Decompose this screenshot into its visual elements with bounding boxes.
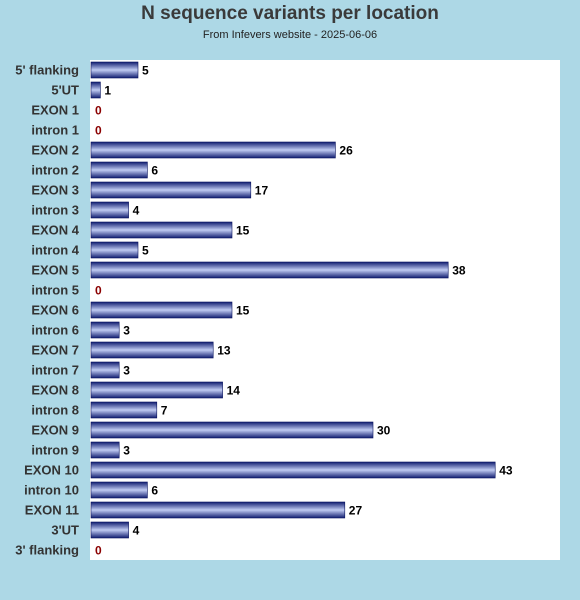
category-label: intron 10 <box>24 483 79 498</box>
category-label: intron 6 <box>31 323 79 338</box>
category-label: 5'UT <box>51 83 79 98</box>
bar <box>90 521 129 539</box>
bar <box>90 401 158 419</box>
value-label: 3 <box>123 324 130 338</box>
category-label: intron 5 <box>31 283 79 298</box>
category-label: EXON 2 <box>31 143 79 158</box>
bar <box>90 341 214 359</box>
value-label: 27 <box>349 504 363 518</box>
category-label: intron 1 <box>31 123 79 138</box>
value-label: 15 <box>236 304 250 318</box>
category-label: EXON 10 <box>24 463 79 478</box>
value-label: 0 <box>95 544 102 558</box>
category-label: intron 2 <box>31 163 79 178</box>
category-label: EXON 7 <box>31 343 79 358</box>
chart-subtitle: From Infevers website - 2025-06-06 <box>203 29 377 41</box>
bar <box>90 161 148 179</box>
value-label: 3 <box>123 364 130 378</box>
bar <box>90 201 129 219</box>
value-label: 43 <box>499 464 513 478</box>
value-label: 38 <box>452 264 466 278</box>
bar <box>90 301 233 319</box>
value-label: 13 <box>217 344 231 358</box>
category-label: intron 9 <box>31 443 79 458</box>
bar <box>90 61 139 79</box>
value-label: 0 <box>95 284 102 298</box>
category-label: intron 3 <box>31 203 79 218</box>
category-label: EXON 6 <box>31 303 79 318</box>
value-label: 30 <box>377 424 391 438</box>
category-label: 3'UT <box>51 523 79 538</box>
bar <box>90 361 120 379</box>
bar <box>90 461 496 479</box>
bar <box>90 381 223 399</box>
category-label: EXON 9 <box>31 423 79 438</box>
bar <box>90 501 346 519</box>
category-label: EXON 4 <box>31 223 79 238</box>
bar <box>90 221 233 239</box>
category-label: EXON 8 <box>31 383 79 398</box>
category-label: EXON 3 <box>31 183 79 198</box>
bar <box>90 321 120 339</box>
value-label: 15 <box>236 224 250 238</box>
value-label: 1 <box>104 84 111 98</box>
value-label: 26 <box>339 144 353 158</box>
bar <box>90 481 148 499</box>
value-label: 6 <box>151 164 158 178</box>
category-label: intron 4 <box>31 243 79 258</box>
category-label: EXON 5 <box>31 263 79 278</box>
value-label: 5 <box>142 244 149 258</box>
value-label: 7 <box>161 404 168 418</box>
value-label: 3 <box>123 444 130 458</box>
category-label: EXON 1 <box>31 103 79 118</box>
value-label: 0 <box>95 124 102 138</box>
value-label: 4 <box>133 204 140 218</box>
value-label: 4 <box>133 524 140 538</box>
value-label: 14 <box>227 384 241 398</box>
value-label: 6 <box>151 484 158 498</box>
value-label: 17 <box>255 184 269 198</box>
bar <box>90 441 120 459</box>
value-label: 0 <box>95 104 102 118</box>
category-label: EXON 11 <box>25 503 79 518</box>
bar <box>90 141 336 159</box>
bar <box>90 261 449 279</box>
category-label: intron 7 <box>31 363 79 378</box>
value-label: 5 <box>142 64 149 78</box>
bar <box>90 241 139 259</box>
category-label: intron 8 <box>31 403 79 418</box>
chart-title: N sequence variants per location <box>141 3 439 24</box>
category-label: 5' flanking <box>15 63 79 78</box>
category-label: 3' flanking <box>15 543 79 558</box>
bar <box>90 421 374 439</box>
bar <box>90 81 101 99</box>
bar <box>90 181 252 199</box>
